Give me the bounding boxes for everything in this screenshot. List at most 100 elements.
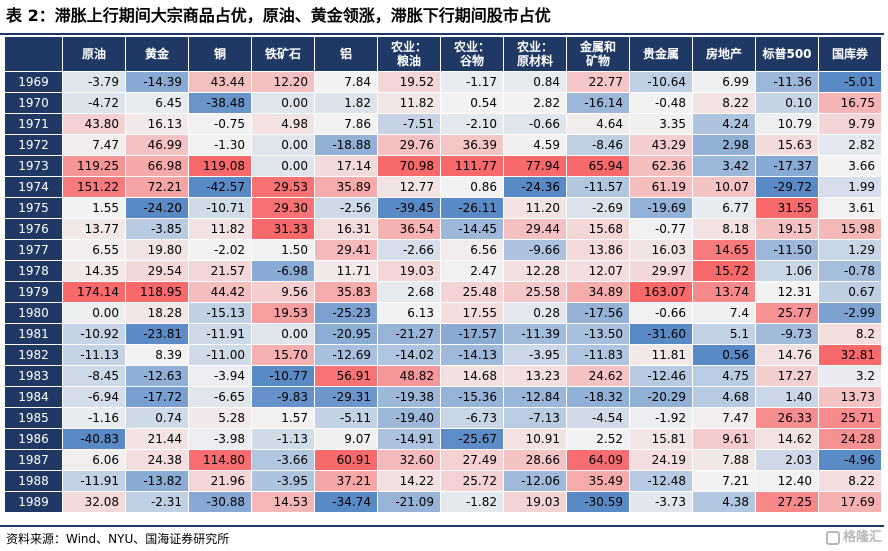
table-row: 1971 43.80 16.13 -0.75 4.98 7.86 -7.51 -2.10 -0.… <box>4 113 882 135</box>
table-cell: -19.38 <box>377 386 441 408</box>
table-cell: 27.49 <box>440 449 504 471</box>
table-cell: -3.79 <box>62 71 126 93</box>
column-header: 贵金属 <box>629 36 693 72</box>
table-cell: 32.60 <box>377 449 441 471</box>
table-cell: 15.63 <box>755 134 819 156</box>
table-cell: 24.28 <box>818 428 882 450</box>
table-cell: 14.53 <box>251 491 315 513</box>
bottom-rule <box>0 525 884 527</box>
table-row: 1983 -8.45 -12.63 -3.94 -10.77 56.91 48.82 14.6… <box>4 365 882 387</box>
table-cell: -18.88 <box>314 134 378 156</box>
table-cell: 1.06 <box>755 260 819 282</box>
table-cell: 25.71 <box>818 407 882 429</box>
table-cell: 7.4 <box>692 302 756 324</box>
table-row: 1982 -11.13 8.39 -11.00 15.70 -12.69 -14.02 -14… <box>4 344 882 366</box>
table-cell: 11.71 <box>314 260 378 282</box>
table-cell: -19.40 <box>377 407 441 429</box>
table-cell: 43.80 <box>62 113 126 135</box>
table-cell: 0.00 <box>251 134 315 156</box>
table-cell: 0.00 <box>251 323 315 345</box>
table-cell: 2.82 <box>818 134 882 156</box>
table-cell: 46.99 <box>125 134 189 156</box>
table-cell: 1.50 <box>251 239 315 261</box>
row-year: 1982 <box>4 344 63 366</box>
table-cell: -0.66 <box>503 113 567 135</box>
table-cell: 2.47 <box>440 260 504 282</box>
row-year: 1970 <box>4 92 63 114</box>
column-header: 房地产 <box>692 36 756 72</box>
table-cell: 119.08 <box>188 155 252 177</box>
table-cell: -25.23 <box>314 302 378 324</box>
table-cell: 6.55 <box>62 239 126 261</box>
table-cell: 15.98 <box>818 218 882 240</box>
table-cell: -10.92 <box>62 323 126 345</box>
table-cell: -2.56 <box>314 197 378 219</box>
table-cell: 25.58 <box>503 281 567 303</box>
table-cell: 34.89 <box>566 281 630 303</box>
table-cell: 29.76 <box>377 134 441 156</box>
table-cell: 15.72 <box>692 260 756 282</box>
table-cell: 27.25 <box>755 491 819 513</box>
table-cell: 12.28 <box>503 260 567 282</box>
table-cell: -11.91 <box>62 470 126 492</box>
table-cell: 8.39 <box>125 344 189 366</box>
table-cell: 19.52 <box>377 71 441 93</box>
table-cell: 10.79 <box>755 113 819 135</box>
table-cell: 13.74 <box>692 281 756 303</box>
table-cell: -1.13 <box>251 428 315 450</box>
table-cell: 13.73 <box>818 386 882 408</box>
table-cell: 15.68 <box>566 218 630 240</box>
table-cell: -12.06 <box>503 470 567 492</box>
table-cell: 2.82 <box>503 92 567 114</box>
table-cell: 8.18 <box>692 218 756 240</box>
table-cell: 2.03 <box>755 449 819 471</box>
table-cell: 6.99 <box>692 71 756 93</box>
table-cell: 7.88 <box>692 449 756 471</box>
table-cell: 28.66 <box>503 449 567 471</box>
watermark-logo-icon <box>825 531 840 545</box>
table-cell: -1.17 <box>440 71 504 93</box>
table-cell: 19.15 <box>755 218 819 240</box>
table-cell: 29.30 <box>251 197 315 219</box>
table-cell: 6.56 <box>440 239 504 261</box>
table-cell: -14.91 <box>377 428 441 450</box>
table-cell: -17.72 <box>125 386 189 408</box>
table-cell: -24.36 <box>503 176 567 198</box>
table-cell: -34.74 <box>314 491 378 513</box>
table-cell: -11.91 <box>188 323 252 345</box>
table-cell: 2.68 <box>377 281 441 303</box>
table-cell: -39.45 <box>377 197 441 219</box>
table-cell: 0.84 <box>503 71 567 93</box>
table-cell: 7.47 <box>62 134 126 156</box>
table-cell: -1.16 <box>62 407 126 429</box>
table-cell: -31.60 <box>629 323 693 345</box>
table-cell: -2.31 <box>125 491 189 513</box>
row-year: 1972 <box>4 134 63 156</box>
table-row: 1980 0.00 18.28 -15.13 19.53 -25.23 6.13 17.55 0… <box>4 302 882 324</box>
table-cell: 21.96 <box>188 470 252 492</box>
table-cell: 24.19 <box>629 449 693 471</box>
table-cell: -11.13 <box>62 344 126 366</box>
table-row: 1984 -6.94 -17.72 -6.65 -9.83 -29.31 -19.38 -15… <box>4 386 882 408</box>
table-cell: -11.00 <box>188 344 252 366</box>
table-cell: 61.19 <box>629 176 693 198</box>
column-header: 黄金 <box>125 36 189 72</box>
table-cell: 119.25 <box>62 155 126 177</box>
source-note: 资料来源：Wind、NYU、国海证券研究所 <box>6 532 230 546</box>
table-cell: 29.97 <box>629 260 693 282</box>
table-row: 1989 32.08 -2.31 -30.88 14.53 -34.74 -21.09 -1.… <box>4 491 882 513</box>
table-cell: 12.20 <box>251 71 315 93</box>
table-cell: 72.21 <box>125 176 189 198</box>
table-cell: 29.54 <box>125 260 189 282</box>
table-cell: 111.77 <box>440 155 504 177</box>
column-header: 金属和 矿物 <box>566 36 630 72</box>
column-header: 铜 <box>188 36 252 72</box>
table-cell: -11.57 <box>566 176 630 198</box>
table-cell: 15.81 <box>629 428 693 450</box>
table-cell: 22.77 <box>566 71 630 93</box>
table-cell: 7.47 <box>692 407 756 429</box>
table-cell: 37.21 <box>314 470 378 492</box>
table-cell: -20.29 <box>629 386 693 408</box>
table-cell: -12.69 <box>314 344 378 366</box>
table-cell: -14.02 <box>377 344 441 366</box>
